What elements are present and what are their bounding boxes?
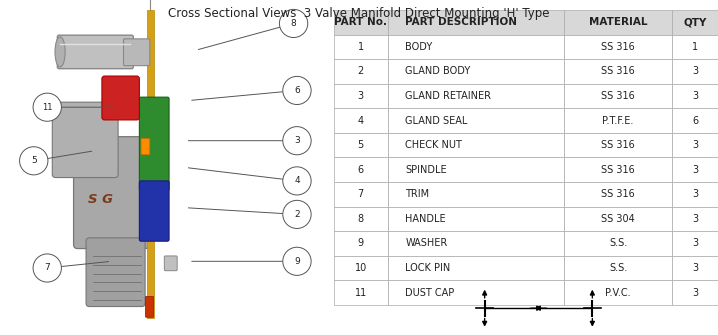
FancyBboxPatch shape bbox=[139, 181, 169, 241]
Text: 5: 5 bbox=[31, 156, 37, 165]
Text: 3: 3 bbox=[294, 136, 300, 145]
Text: 8: 8 bbox=[291, 19, 297, 28]
FancyBboxPatch shape bbox=[102, 76, 139, 120]
Ellipse shape bbox=[55, 37, 65, 67]
FancyBboxPatch shape bbox=[141, 138, 150, 155]
Text: 2: 2 bbox=[294, 210, 300, 219]
Circle shape bbox=[283, 127, 311, 155]
Text: 4: 4 bbox=[294, 177, 300, 185]
Circle shape bbox=[33, 93, 62, 121]
Circle shape bbox=[283, 200, 311, 228]
FancyBboxPatch shape bbox=[123, 39, 150, 66]
Text: 11: 11 bbox=[42, 103, 52, 112]
Circle shape bbox=[283, 76, 311, 105]
FancyBboxPatch shape bbox=[146, 296, 154, 317]
Circle shape bbox=[19, 147, 48, 175]
Text: 9: 9 bbox=[294, 257, 300, 266]
Circle shape bbox=[283, 167, 311, 195]
Text: S G: S G bbox=[88, 193, 113, 206]
FancyBboxPatch shape bbox=[86, 238, 145, 307]
FancyBboxPatch shape bbox=[52, 102, 118, 178]
FancyBboxPatch shape bbox=[139, 97, 169, 191]
Circle shape bbox=[33, 254, 62, 282]
Text: 6: 6 bbox=[294, 86, 300, 95]
Circle shape bbox=[279, 9, 308, 38]
Text: 7: 7 bbox=[45, 264, 50, 272]
FancyBboxPatch shape bbox=[164, 256, 177, 271]
FancyBboxPatch shape bbox=[57, 35, 134, 69]
Circle shape bbox=[283, 247, 311, 275]
FancyBboxPatch shape bbox=[73, 137, 149, 249]
Bar bbox=[146, 10, 154, 318]
Text: Cross Sectional Views  3 Valve Manifold Direct Mounting 'H' Type: Cross Sectional Views 3 Valve Manifold D… bbox=[168, 7, 550, 20]
